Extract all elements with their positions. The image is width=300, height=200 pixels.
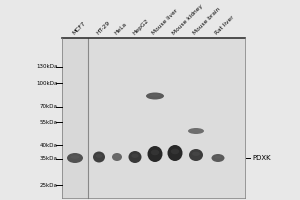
Ellipse shape xyxy=(171,149,179,154)
Ellipse shape xyxy=(192,129,200,131)
Bar xyxy=(62,38,88,198)
Ellipse shape xyxy=(214,156,222,159)
Ellipse shape xyxy=(114,155,120,158)
Text: 100kDa: 100kDa xyxy=(37,81,58,86)
Text: MCF7: MCF7 xyxy=(71,21,87,36)
Text: 55kDa: 55kDa xyxy=(40,119,58,124)
Ellipse shape xyxy=(112,153,122,161)
Bar xyxy=(62,38,245,198)
Ellipse shape xyxy=(188,128,204,134)
Text: PDXK: PDXK xyxy=(252,155,271,161)
Ellipse shape xyxy=(128,151,142,163)
Text: 70kDa: 70kDa xyxy=(40,104,58,109)
Ellipse shape xyxy=(148,146,163,162)
Ellipse shape xyxy=(67,153,83,163)
Ellipse shape xyxy=(212,154,224,162)
Ellipse shape xyxy=(189,149,203,161)
Ellipse shape xyxy=(70,155,80,159)
Text: 25kDa: 25kDa xyxy=(40,183,58,188)
Ellipse shape xyxy=(192,152,200,156)
Text: Mouse liver: Mouse liver xyxy=(152,8,179,36)
Text: Rat liver: Rat liver xyxy=(214,15,236,36)
Text: HeLa: HeLa xyxy=(113,22,128,36)
Text: Mouse brain: Mouse brain xyxy=(193,7,222,36)
Text: 130kDa: 130kDa xyxy=(37,64,58,69)
Text: 35kDa: 35kDa xyxy=(40,156,58,161)
Text: 40kDa: 40kDa xyxy=(40,143,58,148)
Ellipse shape xyxy=(96,154,102,158)
Text: HT-29: HT-29 xyxy=(95,20,111,36)
Ellipse shape xyxy=(146,92,164,99)
Ellipse shape xyxy=(131,154,139,158)
Ellipse shape xyxy=(93,152,105,162)
Ellipse shape xyxy=(167,145,182,161)
Text: Mouse kidney: Mouse kidney xyxy=(172,4,204,36)
Text: HepG2: HepG2 xyxy=(131,18,149,36)
Ellipse shape xyxy=(150,94,160,97)
Ellipse shape xyxy=(151,150,159,155)
